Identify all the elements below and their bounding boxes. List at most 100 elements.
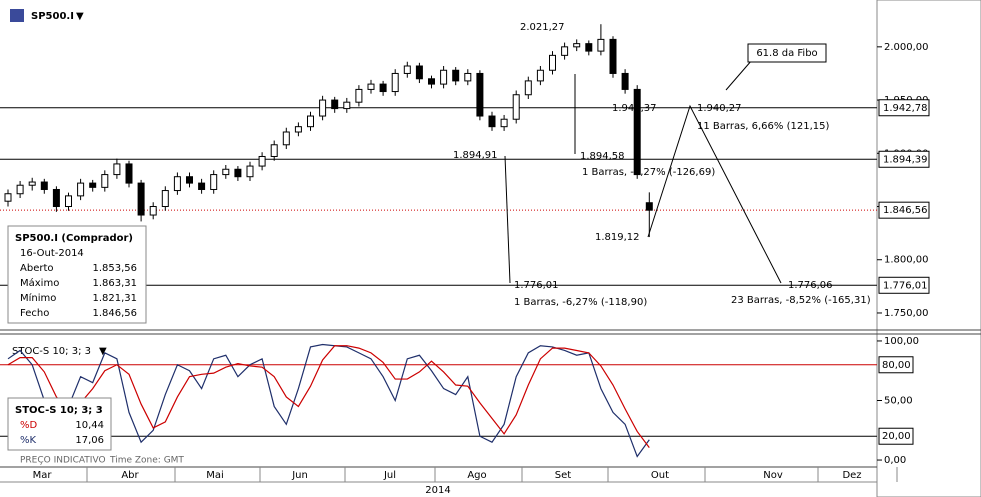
info-value: 1.821,31 bbox=[92, 293, 137, 304]
info-date: 16-Out-2014 bbox=[20, 248, 84, 259]
x-tick-label: Mar bbox=[33, 470, 53, 481]
annotation: 1.941,37 bbox=[612, 103, 657, 114]
candle-body bbox=[585, 43, 593, 52]
candle-body bbox=[222, 168, 230, 176]
candle-body bbox=[355, 88, 363, 103]
symbol-title[interactable]: SP500.I bbox=[31, 11, 74, 22]
annotation: 1.894,58 bbox=[580, 151, 625, 162]
candle-body bbox=[452, 69, 460, 82]
candle-body bbox=[500, 118, 508, 128]
candle-body bbox=[440, 69, 448, 85]
candle-body bbox=[149, 206, 157, 216]
legend-name: %D bbox=[20, 420, 38, 431]
callout-box bbox=[747, 43, 827, 63]
level-label: 1.776,01 bbox=[883, 280, 928, 291]
year-label: 2014 bbox=[425, 485, 450, 496]
candle-body bbox=[186, 176, 193, 184]
candle-body bbox=[89, 182, 97, 188]
level-label-box bbox=[878, 276, 930, 294]
stoch-title[interactable]: STOC-S 10; 3; 3 bbox=[12, 346, 91, 357]
annotation: 1.819,12 bbox=[595, 232, 640, 243]
trend-line bbox=[647, 104, 782, 284]
candle-body bbox=[77, 182, 85, 197]
info-value: 1.853,56 bbox=[92, 263, 137, 274]
callout-text: 61.8 da Fibo bbox=[756, 48, 817, 59]
candle-body bbox=[488, 115, 496, 128]
x-tick-label: Dez bbox=[842, 470, 861, 481]
candle-body bbox=[524, 80, 532, 96]
candle-body bbox=[536, 69, 544, 82]
callout-line bbox=[725, 59, 753, 91]
candle-body bbox=[391, 72, 399, 93]
dropdown-arrow[interactable]: ▼ bbox=[76, 11, 84, 22]
stoch-line bbox=[7, 343, 650, 458]
candle-body bbox=[464, 72, 472, 82]
candle-body bbox=[101, 174, 109, 188]
x-tick-label: Out bbox=[651, 470, 669, 481]
info-value: 1.846,56 bbox=[92, 308, 137, 319]
candle-body bbox=[549, 54, 556, 71]
candle-body bbox=[113, 163, 121, 176]
stoch-info-box bbox=[7, 397, 112, 451]
y-tick-label: 1.800,00 bbox=[884, 255, 929, 266]
candle-body bbox=[379, 83, 387, 93]
info-label: Mínimo bbox=[20, 292, 56, 304]
footer-note: Time Zone: GMT bbox=[109, 456, 184, 466]
candle-body bbox=[403, 65, 411, 74]
candle-body bbox=[343, 101, 351, 110]
y-tick-label: 50,00 bbox=[884, 396, 913, 407]
annotation: 2.021,27 bbox=[520, 22, 565, 33]
candle-body bbox=[198, 182, 206, 190]
y-tick-label: 100,00 bbox=[884, 336, 919, 347]
level-label: 80,00 bbox=[882, 360, 911, 371]
x-tick-label: Mai bbox=[206, 470, 224, 481]
level-label: 1.894,39 bbox=[883, 154, 928, 165]
legend-name: %K bbox=[20, 435, 37, 446]
x-tick-label: Set bbox=[555, 470, 572, 481]
y-tick-label: 0,00 bbox=[884, 455, 906, 466]
info-value: 1.863,31 bbox=[92, 278, 137, 289]
candle-body bbox=[161, 190, 169, 208]
candle-body bbox=[52, 188, 60, 208]
candle-body bbox=[173, 176, 181, 192]
info-label: Máximo bbox=[20, 277, 59, 289]
candle-body bbox=[125, 163, 133, 184]
x-tick-label: Nov bbox=[763, 470, 783, 481]
x-tick-label: Jul bbox=[383, 470, 396, 481]
symbol-icon bbox=[10, 9, 24, 22]
legend-value: 10,44 bbox=[75, 420, 104, 431]
annotation: 1 Barras, -6,27% (-126,69) bbox=[582, 167, 715, 178]
candle-body bbox=[4, 193, 12, 202]
info-label: Fecho bbox=[20, 308, 49, 319]
y-tick-label: 1.750,00 bbox=[884, 308, 929, 319]
legend-value: 17,06 bbox=[75, 435, 104, 446]
level-label: 1.942,78 bbox=[883, 103, 928, 114]
close-label: 1.846,56 bbox=[883, 205, 928, 216]
price-axis bbox=[876, 0, 981, 497]
x-tick-label: Jun bbox=[291, 470, 308, 481]
trend-line bbox=[504, 155, 511, 284]
candle-body bbox=[210, 174, 218, 190]
level-label-box bbox=[878, 99, 930, 117]
candle-body bbox=[428, 78, 435, 85]
candle-body bbox=[597, 38, 605, 52]
candle-body bbox=[319, 99, 327, 117]
drawing-tools bbox=[504, 43, 827, 284]
info-box bbox=[7, 225, 147, 324]
close-label-box bbox=[878, 201, 930, 219]
candle-body bbox=[573, 43, 581, 48]
dropdown-arrow[interactable]: ▼ bbox=[99, 346, 107, 357]
info-title: SP500.I (Comprador) bbox=[15, 233, 133, 244]
level-label: 20,00 bbox=[882, 431, 911, 442]
candle-body bbox=[561, 46, 569, 56]
stoch-line bbox=[7, 345, 650, 448]
candle-body bbox=[28, 181, 36, 186]
candle-body bbox=[415, 65, 423, 80]
candle-body bbox=[65, 195, 72, 208]
y-tick-label: 2.000,00 bbox=[884, 42, 929, 53]
candle-body bbox=[234, 168, 242, 178]
level-label-box bbox=[878, 356, 914, 374]
candle-body bbox=[307, 115, 314, 128]
x-tick-label: Abr bbox=[121, 470, 139, 481]
